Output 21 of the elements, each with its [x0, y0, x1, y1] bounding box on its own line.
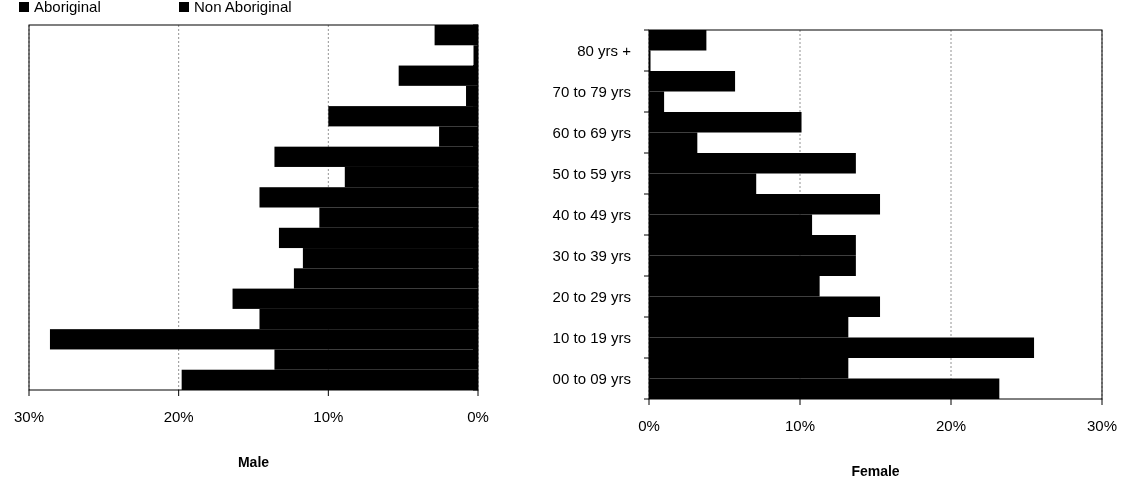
x-tick-label: 10% [313, 408, 344, 425]
y-tick-label: 50 to 59 yrs [552, 164, 631, 182]
legend-label: Aboriginal [34, 0, 101, 15]
x-tick-label: 0% [467, 408, 489, 425]
x-tick-label: 20% [935, 417, 967, 434]
x-tick-label: 30% [1086, 417, 1118, 434]
x-tick-label: 30% [13, 408, 45, 425]
legend-label: Non Aboriginal [194, 0, 292, 15]
x-tick-label: 20% [163, 408, 194, 425]
x-axis-title: Male [237, 454, 270, 470]
x-tick-label: 0% [638, 417, 660, 434]
y-tick-label: 00 to 09 yrs [552, 369, 631, 387]
y-tick-label: 30 to 39 yrs [552, 246, 631, 264]
y-tick-label: 80 yrs + [577, 41, 632, 59]
x-tick-label: 10% [784, 417, 816, 434]
y-tick-label: 20 to 29 yrs [552, 287, 631, 305]
y-tick-label: 40 to 49 yrs [552, 205, 631, 223]
y-tick-label: 10 to 19 yrs [552, 328, 631, 346]
y-tick-label: 60 to 69 yrs [552, 123, 631, 141]
y-tick-label: 70 to 79 yrs [552, 82, 631, 100]
x-axis-title: Female [851, 463, 900, 479]
